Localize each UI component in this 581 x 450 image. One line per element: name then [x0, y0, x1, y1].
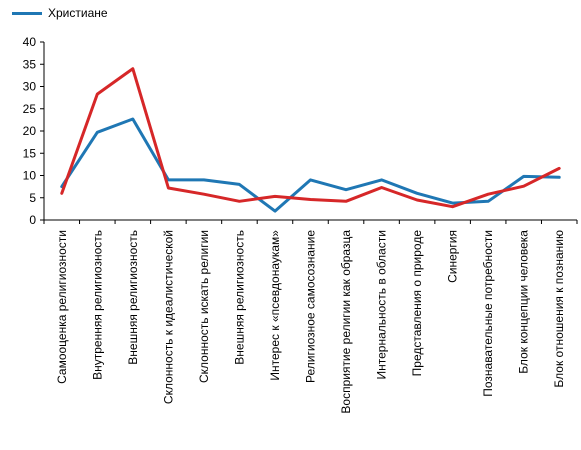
x-category-label: Блок концепции человека — [517, 230, 531, 374]
y-tick-label: 0 — [29, 213, 36, 227]
x-category-label: Самооценка религиозности — [55, 230, 69, 384]
y-tick-label: 30 — [23, 80, 37, 94]
legend-label: Христиане — [48, 6, 108, 20]
y-tick-label: 10 — [23, 169, 37, 183]
y-tick-label: 40 — [23, 35, 37, 49]
y-tick-label: 25 — [23, 102, 37, 116]
x-category-label: Синергия — [446, 230, 460, 283]
x-category-label: Внешняя религиозность — [126, 230, 140, 365]
x-category-label: Внешняя религиозность — [232, 230, 246, 365]
x-category-label: Познавательные потребности — [481, 230, 495, 397]
x-category-label: Склонность к идеалистической — [161, 230, 175, 404]
series-line-1 — [60, 117, 561, 213]
legend: Христиане — [12, 6, 108, 20]
x-category-label: Внутренняя религиозность — [90, 230, 104, 380]
y-tick-label: 20 — [23, 124, 37, 138]
x-category-label: Восприятие религии как образца — [339, 230, 353, 414]
x-category-label: Религиозное самосознание — [304, 230, 318, 383]
legend-swatch — [12, 11, 42, 15]
series-line-2 — [60, 67, 561, 209]
x-category-label: Склонность искать религии — [197, 230, 211, 383]
x-category-label: Блок отношения к познанию — [552, 230, 566, 388]
x-category-label: Представления о природе — [410, 230, 424, 377]
y-tick-label: 5 — [29, 191, 36, 205]
y-tick-label: 15 — [23, 146, 37, 160]
x-category-label: Интерес к «псевдонаукам» — [268, 230, 282, 381]
x-category-label: Интернальность в области — [375, 230, 389, 380]
y-tick-label: 35 — [23, 57, 37, 71]
